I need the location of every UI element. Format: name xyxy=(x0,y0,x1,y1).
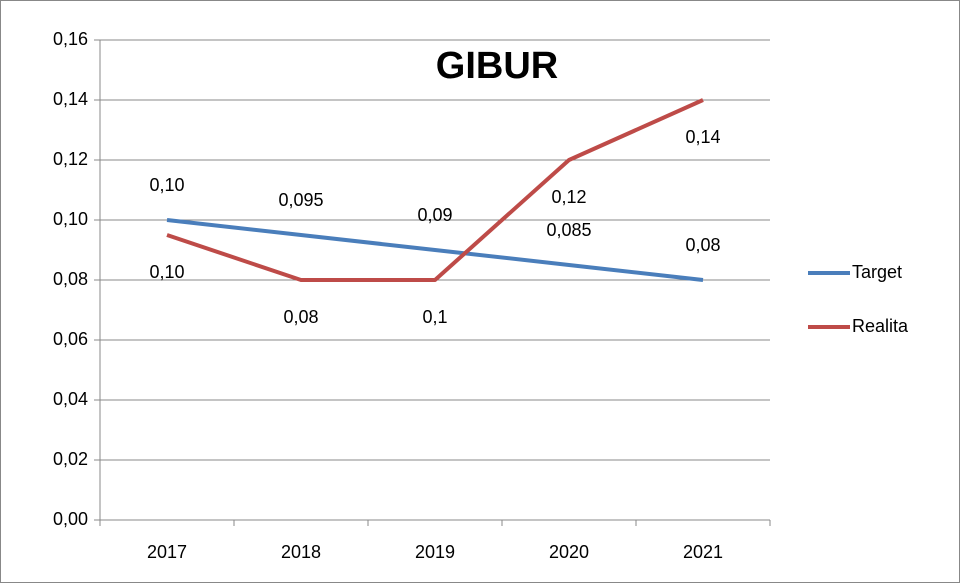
y-tick-label: 0,14 xyxy=(53,89,88,109)
data-label: 0,1 xyxy=(422,307,447,327)
data-label: 0,10 xyxy=(149,175,184,195)
data-label: 0,10 xyxy=(149,262,184,282)
y-tick-label: 0,06 xyxy=(53,329,88,349)
y-tick-label: 0,04 xyxy=(53,389,88,409)
series-line xyxy=(166,98,704,282)
series-line xyxy=(166,218,704,282)
y-tick-label: 0,00 xyxy=(53,509,88,529)
x-tick-label: 2020 xyxy=(549,542,589,562)
legend-label: Realita xyxy=(852,316,909,336)
y-tick-label: 0,12 xyxy=(53,149,88,169)
y-tick-label: 0,16 xyxy=(53,29,88,49)
legend-label: Target xyxy=(852,262,902,282)
y-tick-label: 0,08 xyxy=(53,269,88,289)
data-label: 0,09 xyxy=(417,205,452,225)
x-tick-label: 2021 xyxy=(683,542,723,562)
x-tick-label: 2017 xyxy=(147,542,187,562)
data-label: 0,08 xyxy=(283,307,318,327)
data-label: 0,14 xyxy=(685,127,720,147)
data-label: 0,12 xyxy=(551,187,586,207)
data-label: 0,085 xyxy=(546,220,591,240)
x-tick-label: 2019 xyxy=(415,542,455,562)
chart-title: GIBUR xyxy=(436,45,558,87)
x-tick-label: 2018 xyxy=(281,542,321,562)
data-label: 0,095 xyxy=(278,190,323,210)
data-label: 0,08 xyxy=(685,235,720,255)
y-tick-label: 0,10 xyxy=(53,209,88,229)
y-tick-label: 0,02 xyxy=(53,449,88,469)
